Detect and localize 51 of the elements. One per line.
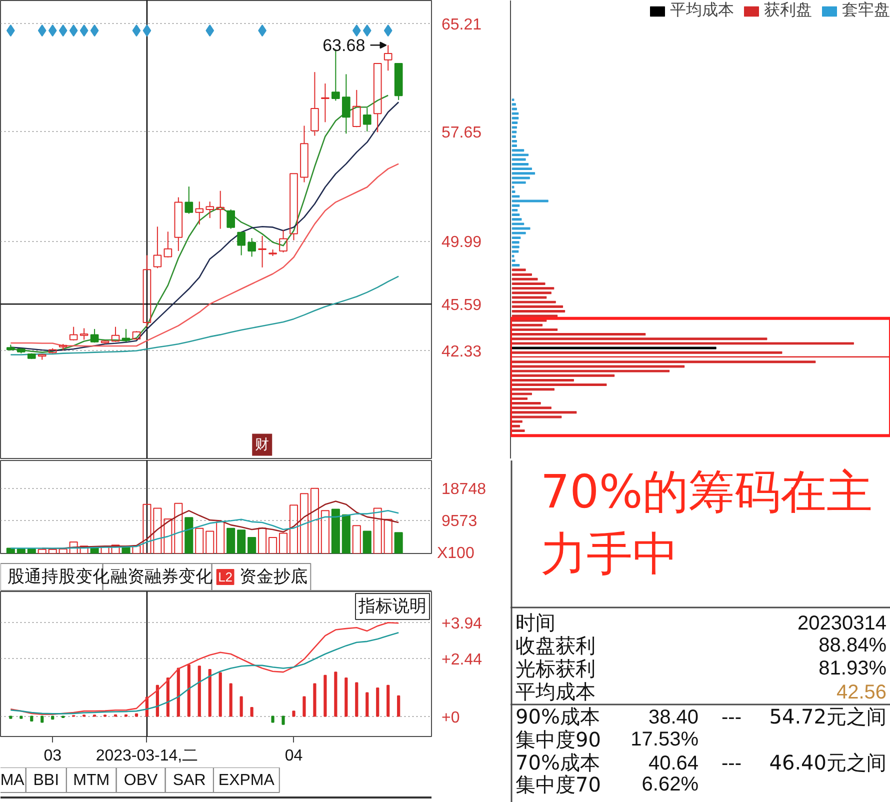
y-tick-label: 65.21 <box>442 16 482 34</box>
y-tick-label: 18748 <box>442 481 486 498</box>
text: EXPMA <box>218 772 275 789</box>
legend-label: 平均成本 <box>670 0 734 21</box>
text: 38.40 <box>648 706 699 728</box>
text: 6.62% <box>642 774 699 796</box>
text: 40.64 <box>648 752 699 774</box>
text: BBI <box>33 772 60 789</box>
text: 90%成本 <box>516 704 600 728</box>
y-tick-label: 9573 <box>442 513 478 530</box>
text: MTM <box>73 772 110 789</box>
text: --- <box>722 752 742 774</box>
text: 17.53% <box>630 728 699 750</box>
text: 收盘获利 <box>516 634 596 658</box>
text: MA <box>0 772 25 789</box>
text: 88.84% <box>818 634 887 656</box>
text: 54.72元之间 <box>769 704 887 728</box>
y-tick-label: +2.44 <box>442 651 482 668</box>
annotation: 指标说明 <box>358 596 426 616</box>
text: 时间 <box>516 610 556 634</box>
text: 集中度90 <box>516 728 601 752</box>
annotation: 财 <box>255 436 270 453</box>
text: 42.56 <box>836 682 887 704</box>
y-tick-label: 42.33 <box>442 344 482 361</box>
text: SAR <box>172 772 206 789</box>
x-tick-label: 03 <box>44 748 62 764</box>
text: L2 <box>218 570 233 584</box>
text: 资金抄底 <box>240 567 308 587</box>
y-tick-label: +3.94 <box>442 616 482 633</box>
text: 46.40元之间 <box>769 750 887 774</box>
y-tick-label: 49.99 <box>442 234 482 252</box>
ref-line-label: 45.59 <box>442 297 482 314</box>
text: 70%成本 <box>516 750 600 774</box>
text: OBV <box>124 772 158 789</box>
x-tick-label: 04 <box>284 748 303 764</box>
x-tick-label: 2023-03-14,二 <box>96 748 198 764</box>
y-axis-title: X100 <box>436 545 474 562</box>
text: --- <box>722 706 742 728</box>
legend-label: 套牢盘 <box>842 0 890 21</box>
text: 70%的筹码在主力手中 <box>540 464 873 580</box>
y-tick-label: +0 <box>442 709 460 726</box>
text: 集中度70 <box>516 772 601 796</box>
annotation: 63.68 <box>322 36 366 56</box>
text: 融资融券变化 <box>110 567 212 587</box>
text: 81.93% <box>818 658 887 680</box>
text: 光标获利 <box>516 656 596 680</box>
text: 20230314 <box>798 612 886 634</box>
y-tick-label: 57.65 <box>442 124 482 142</box>
text: 平均成本 <box>516 680 596 704</box>
legend-label: 获利盘 <box>764 0 812 21</box>
text: 股通持股变化 <box>7 567 110 587</box>
